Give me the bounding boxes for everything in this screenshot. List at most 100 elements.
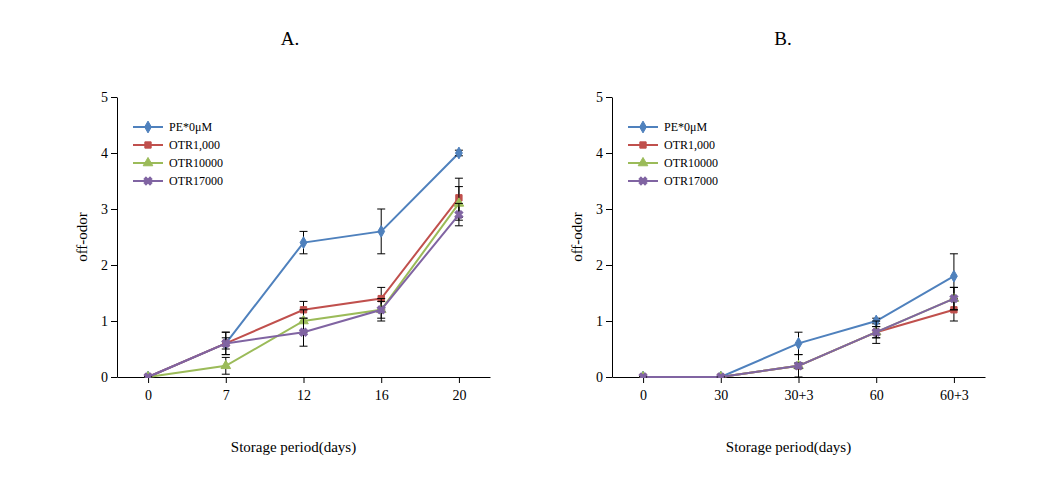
y-tick-label: 1 bbox=[101, 314, 108, 329]
error-bar-cap bbox=[795, 377, 803, 378]
x-tick: 0 bbox=[145, 377, 152, 403]
y-tick: 4 bbox=[101, 146, 117, 161]
error-bar-cap bbox=[300, 309, 308, 310]
x-tick-label: 12 bbox=[297, 388, 311, 403]
legend-marker bbox=[142, 175, 154, 187]
x-tick: 16 bbox=[375, 377, 389, 403]
error-bar-cap bbox=[950, 253, 958, 254]
legend-item: OTR1,000 bbox=[133, 138, 220, 152]
x-tick-mark bbox=[954, 377, 955, 383]
x-tick: 60 bbox=[870, 377, 884, 403]
x-tick: 7 bbox=[223, 377, 230, 403]
marker bbox=[221, 360, 231, 368]
plot-area bbox=[142, 147, 465, 378]
marker bbox=[951, 270, 958, 282]
chart-title: B. bbox=[774, 28, 791, 49]
error-bar-cap bbox=[377, 318, 385, 319]
error-bar-cap bbox=[222, 374, 230, 375]
legend-label: PE*0μM bbox=[169, 120, 212, 134]
marker bbox=[948, 293, 960, 305]
error-bar-cap bbox=[222, 354, 230, 355]
error-bar-cap bbox=[300, 231, 308, 232]
y-tick: 1 bbox=[101, 314, 117, 329]
x-tick-mark bbox=[459, 377, 460, 383]
chart-title: A. bbox=[281, 28, 299, 49]
legend-marker bbox=[638, 157, 648, 165]
y-tick-label: 1 bbox=[596, 314, 603, 329]
y-tick-mark bbox=[606, 97, 612, 98]
legend-item: PE*0μM bbox=[628, 120, 707, 134]
legend-label: OTR10000 bbox=[664, 156, 718, 170]
error-bar bbox=[222, 357, 230, 374]
error-bar-cap bbox=[950, 309, 958, 310]
chart: A.01234507121620Storage period(days)off-… bbox=[74, 28, 491, 456]
error-bar-cap bbox=[872, 337, 880, 338]
x-axis: 0 7 12 16 20 bbox=[118, 377, 491, 403]
error-bar-cap bbox=[377, 287, 385, 288]
series-line bbox=[643, 299, 954, 377]
y-tick: 2 bbox=[596, 258, 612, 273]
y-tick-label: 0 bbox=[101, 370, 108, 385]
legend-label: OTR17000 bbox=[664, 174, 718, 188]
y-axis: 012345 bbox=[596, 90, 613, 385]
x-tick-label: 60 bbox=[870, 388, 884, 403]
series bbox=[142, 203, 465, 378]
figure: A.01234507121620Storage period(days)off-… bbox=[0, 0, 1038, 480]
marker bbox=[453, 209, 465, 221]
error-bar bbox=[377, 209, 385, 254]
y-tick-label: 0 bbox=[596, 370, 603, 385]
y-tick-mark bbox=[111, 97, 117, 98]
marker bbox=[378, 226, 385, 238]
y-tick-mark bbox=[606, 153, 612, 154]
x-tick: 30 bbox=[714, 377, 728, 403]
legend-label: OTR1,000 bbox=[169, 138, 220, 152]
marker bbox=[637, 371, 649, 378]
legend-item: OTR1,000 bbox=[628, 138, 715, 152]
y-axis-line bbox=[612, 98, 613, 378]
x-tick-mark bbox=[799, 377, 800, 383]
y-tick: 0 bbox=[101, 370, 117, 385]
y-tick: 5 bbox=[101, 90, 117, 105]
y-tick: 3 bbox=[101, 202, 117, 217]
x-tick: 30+3 bbox=[785, 377, 814, 403]
y-tick: 0 bbox=[596, 370, 612, 385]
error-bar-cap bbox=[377, 321, 385, 322]
series-line bbox=[148, 153, 459, 377]
legend-item: OTR17000 bbox=[628, 174, 718, 188]
error-bar-cap bbox=[222, 332, 230, 333]
y-tick-label: 4 bbox=[101, 146, 108, 161]
y-tick: 2 bbox=[101, 258, 117, 273]
marker bbox=[300, 237, 307, 249]
y-tick-mark bbox=[111, 265, 117, 266]
x-tick-label: 0 bbox=[145, 388, 152, 403]
legend-marker bbox=[637, 175, 649, 187]
x-tick-label: 16 bbox=[375, 388, 389, 403]
chart: B.01234503030+36060+3Storage period(days… bbox=[569, 28, 986, 456]
y-tick-mark bbox=[606, 265, 612, 266]
y-axis-line bbox=[117, 98, 118, 378]
error-bar-cap bbox=[455, 203, 463, 204]
x-tick: 12 bbox=[297, 377, 311, 403]
error-bar-cap bbox=[872, 326, 880, 327]
legend: PE*0μMOTR1,000OTR10000OTR17000 bbox=[133, 120, 223, 188]
error-bar-cap bbox=[455, 225, 463, 226]
legend-item: OTR17000 bbox=[133, 174, 223, 188]
x-tick-label: 30 bbox=[714, 388, 728, 403]
error-bar-cap bbox=[222, 357, 230, 358]
series bbox=[639, 299, 958, 378]
y-tick-mark bbox=[606, 209, 612, 210]
y-tick-label: 3 bbox=[101, 202, 108, 217]
series-line bbox=[643, 310, 954, 377]
y-tick-mark bbox=[606, 377, 612, 378]
error-bar-cap bbox=[300, 318, 308, 319]
x-tick: 20 bbox=[452, 377, 466, 403]
y-axis-title: off-odor bbox=[569, 212, 585, 262]
error-bar-cap bbox=[377, 253, 385, 254]
y-axis: 0 1 2 3 4 5 bbox=[101, 90, 118, 385]
x-tick-mark bbox=[381, 377, 382, 383]
y-tick-mark bbox=[111, 377, 117, 378]
y-tick-mark bbox=[111, 209, 117, 210]
x-tick-label: 7 bbox=[223, 388, 230, 403]
series bbox=[638, 287, 958, 378]
x-tick-label: 60+3 bbox=[940, 388, 969, 403]
